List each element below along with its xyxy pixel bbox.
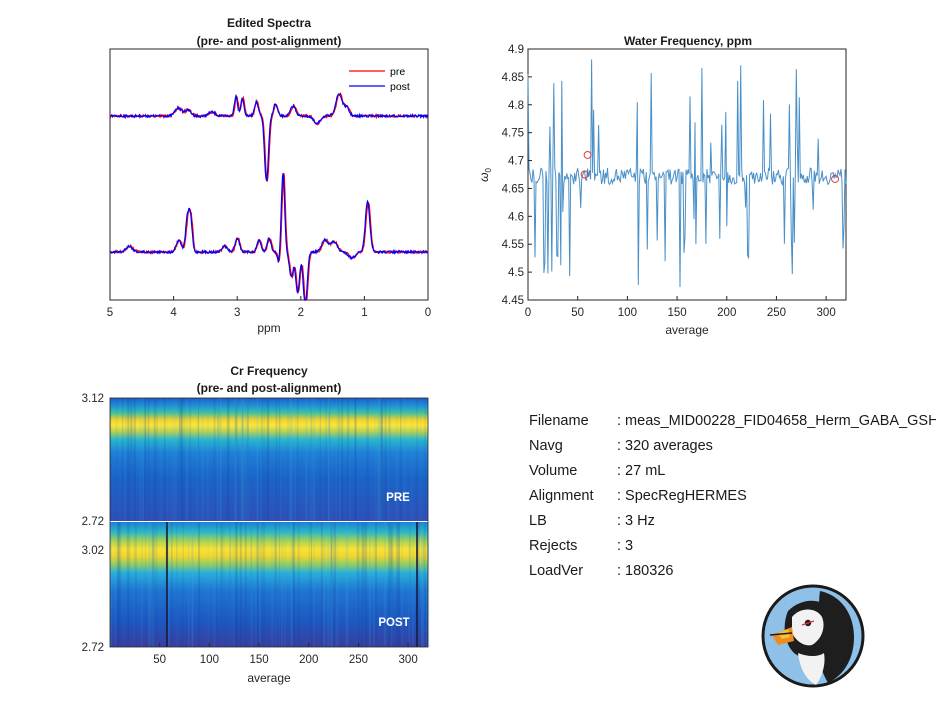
water-frequency-chart: Water Frequency, ppm 0 50 100 150 200 250 300 …	[477, 34, 847, 337]
spectra-plot-area	[109, 91, 429, 301]
cr-ytick-post-bottom: 2.72	[82, 642, 104, 654]
cr-xtick: 250	[349, 654, 368, 666]
edited-spectra-chart: Edited Spectra (pre- and post-alignment)…	[107, 16, 431, 335]
water-outlier-marker	[831, 174, 840, 183]
water-xtick: 50	[571, 307, 584, 319]
water-ytick: 4.6	[508, 211, 524, 223]
spectra-legend: pre post	[349, 66, 410, 93]
spectra-line-post	[109, 173, 429, 301]
info-key: Volume	[529, 463, 578, 479]
water-y-label: ω0	[477, 168, 493, 182]
legend-post: post	[390, 81, 410, 93]
water-x-ticks: 0 50 100 150 200 250 300	[525, 296, 836, 319]
spectra-xtick: 5	[107, 307, 113, 319]
info-key: Navg	[529, 438, 563, 454]
water-ytick: 4.85	[502, 72, 524, 84]
cr-x-ticks: 50 100 150 200 250 300	[153, 643, 418, 666]
water-ytick: 4.8	[508, 100, 524, 112]
water-ytick: 4.5	[508, 267, 524, 279]
water-ytick: 4.55	[502, 239, 524, 251]
water-outlier-marker	[580, 170, 589, 179]
info-value: : 180326	[617, 563, 674, 579]
water-xtick: 100	[618, 307, 637, 319]
cr-xtick: 200	[299, 654, 318, 666]
water-xtick: 250	[767, 307, 786, 319]
water-ytick: 4.9	[508, 44, 524, 56]
cr-heatmap-post: POST	[110, 522, 430, 647]
cr-x-label: average	[247, 671, 291, 685]
info-key: Alignment	[529, 488, 594, 504]
info-value: : 3 Hz	[617, 513, 655, 529]
water-title: Water Frequency, ppm	[624, 34, 752, 48]
cr-ytick-post-top: 3.02	[82, 545, 104, 557]
spectra-xtick: 4	[170, 307, 177, 319]
water-xtick: 200	[717, 307, 736, 319]
spectra-title: Edited Spectra	[227, 16, 311, 30]
info-value: : SpecRegHERMES	[617, 488, 747, 504]
spectra-xtick: 2	[298, 307, 304, 319]
water-ytick: 4.45	[502, 295, 524, 307]
water-outlier-marker	[583, 150, 592, 159]
spectra-line-post	[109, 93, 429, 181]
info-key: Rejects	[529, 538, 578, 554]
cr-subtitle: (pre- and post-alignment)	[197, 381, 342, 395]
info-key: Filename	[529, 413, 589, 429]
water-xtick: 0	[525, 307, 531, 319]
water-series-line	[527, 59, 847, 288]
legend-pre: pre	[390, 66, 405, 78]
water-y-ticks: 4.45 4.5 4.55 4.6 4.65 4.7 4.75 4.8 4.85 4.9	[502, 44, 532, 307]
water-xtick: 300	[817, 307, 836, 319]
spectra-x-label: ppm	[257, 321, 280, 335]
cr-ytick-pre-bottom: 2.72	[82, 516, 104, 528]
info-key: LB	[529, 513, 547, 529]
spectra-subtitle: (pre- and post-alignment)	[197, 34, 342, 48]
info-value: : meas_MID00228_FID04658_Herm_GABA_GSH.d…	[617, 413, 936, 429]
cr-post-label: POST	[378, 617, 409, 629]
cr-xtick: 100	[200, 654, 219, 666]
info-key: LoadVer	[529, 563, 584, 579]
water-ytick: 4.75	[502, 128, 524, 140]
cr-ytick-pre-top: 3.12	[82, 393, 104, 405]
water-ytick: 4.65	[502, 183, 524, 195]
cr-heatmap-pre: PRE	[110, 398, 428, 521]
cr-pre-label: PRE	[386, 492, 410, 504]
water-ytick: 4.7	[508, 156, 524, 168]
water-xtick: 150	[667, 307, 686, 319]
puffin-logo	[761, 584, 865, 688]
spectra-axes-box	[109, 48, 429, 301]
cr-xtick: 150	[249, 654, 268, 666]
water-plot-area	[527, 59, 847, 288]
water-x-label: average	[665, 323, 709, 337]
spectra-xtick: 1	[361, 307, 367, 319]
info-value: : 3	[617, 538, 634, 554]
cr-frequency-chart: Cr Frequency (pre- and post-alignment) P…	[82, 364, 430, 685]
info-value: : 320 averages	[617, 438, 713, 454]
cr-title: Cr Frequency	[230, 364, 308, 378]
cr-xtick: 300	[399, 654, 418, 666]
spectra-x-ticks: 5 4 3 2 1 0	[107, 296, 431, 319]
spectra-xtick: 3	[234, 307, 240, 319]
info-value: : 27 mL	[617, 463, 666, 479]
spectra-xtick: 0	[425, 307, 431, 319]
cr-xtick: 50	[153, 654, 166, 666]
